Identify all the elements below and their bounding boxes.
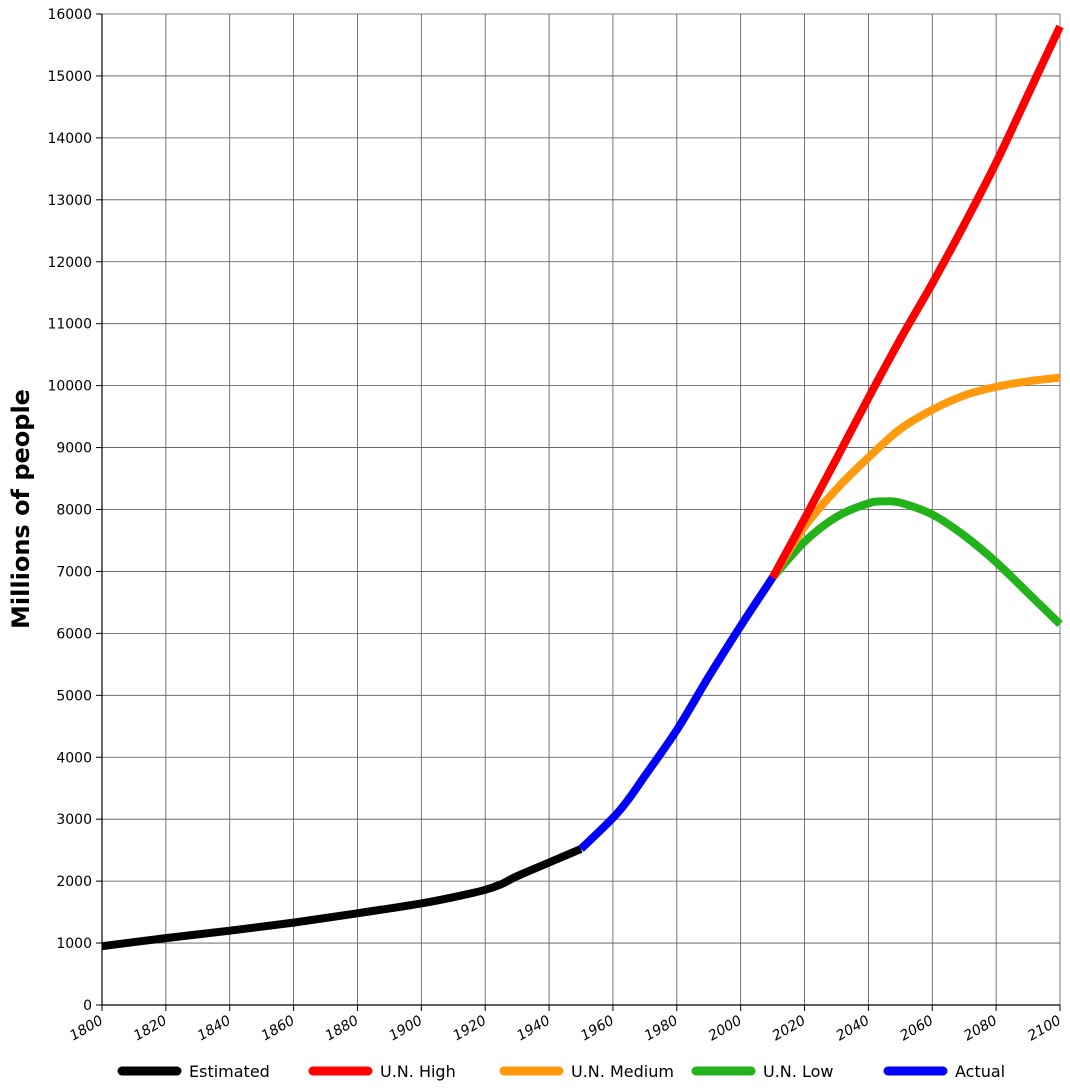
series-line-u-n-medium bbox=[769, 373, 1061, 580]
series-line-estimated bbox=[101, 845, 583, 951]
legend-label-estimated: Estimated bbox=[189, 1062, 270, 1081]
x-tick-label: 1860 bbox=[259, 1013, 298, 1045]
y-tick-label: 1000 bbox=[56, 936, 92, 952]
y-tick-label: 11000 bbox=[47, 317, 92, 333]
y-tick-label: 9000 bbox=[56, 441, 92, 457]
y-tick-label: 15000 bbox=[47, 69, 92, 85]
y-tick-label: 16000 bbox=[47, 7, 92, 23]
legend: Estimated U.N. High U.N. Medium U.N. Low Act… bbox=[117, 1062, 1005, 1081]
x-tick-label: 1940 bbox=[514, 1013, 553, 1045]
y-tick-label: 13000 bbox=[47, 193, 92, 209]
y-tick-label: 0 bbox=[83, 998, 92, 1014]
y-tick-label: 2000 bbox=[56, 874, 92, 890]
x-tick-label: 1800 bbox=[67, 1013, 106, 1045]
x-tick-label: 1900 bbox=[386, 1013, 425, 1045]
legend-label-actual: Actual bbox=[955, 1062, 1005, 1081]
series-line-u-n-low bbox=[769, 497, 1063, 627]
x-tick-label: 2100 bbox=[1025, 1013, 1064, 1045]
y-tick-label: 6000 bbox=[56, 626, 92, 642]
y-tick-label: 14000 bbox=[47, 131, 92, 147]
x-tick-label: 1920 bbox=[450, 1013, 489, 1045]
y-tick-label: 4000 bbox=[56, 750, 92, 766]
x-tick-label: 2000 bbox=[706, 1013, 745, 1045]
x-axis-ticks: 1800 1820 1840 1860 1880 1900 1920 1940 1960 1980… bbox=[67, 1005, 1064, 1044]
x-tick-label: 1980 bbox=[642, 1013, 681, 1045]
x-tick-label: 1880 bbox=[323, 1013, 362, 1045]
x-tick-label: 2080 bbox=[961, 1013, 1000, 1045]
legend-label-u-n-medium: U.N. Medium bbox=[571, 1062, 674, 1081]
y-tick-label: 12000 bbox=[47, 255, 92, 271]
legend-label-u-n-low: U.N. Low bbox=[763, 1062, 833, 1081]
y-tick-label: 7000 bbox=[56, 564, 92, 580]
x-tick-label: 1820 bbox=[131, 1013, 170, 1045]
x-tick-label: 2020 bbox=[770, 1013, 809, 1045]
y-tick-label: 10000 bbox=[47, 379, 92, 395]
y-axis-label: Millions of people bbox=[7, 389, 35, 629]
x-tick-label: 2040 bbox=[834, 1013, 873, 1045]
series-lines bbox=[101, 24, 1064, 951]
series-line-u-n-high bbox=[769, 24, 1064, 580]
y-tick-label: 3000 bbox=[56, 812, 92, 828]
y-tick-label: 5000 bbox=[56, 688, 92, 704]
x-tick-label: 2060 bbox=[897, 1013, 936, 1045]
legend-label-u-n-high: U.N. High bbox=[380, 1062, 456, 1081]
x-tick-label: 1960 bbox=[578, 1013, 617, 1045]
series-line-actual bbox=[578, 575, 776, 852]
y-tick-label: 8000 bbox=[56, 503, 92, 519]
y-axis-ticks: 0 1000 2000 3000 4000 5000 6000 7000 8000 9000 100… bbox=[47, 7, 102, 1014]
x-tick-label: 1840 bbox=[195, 1013, 234, 1045]
